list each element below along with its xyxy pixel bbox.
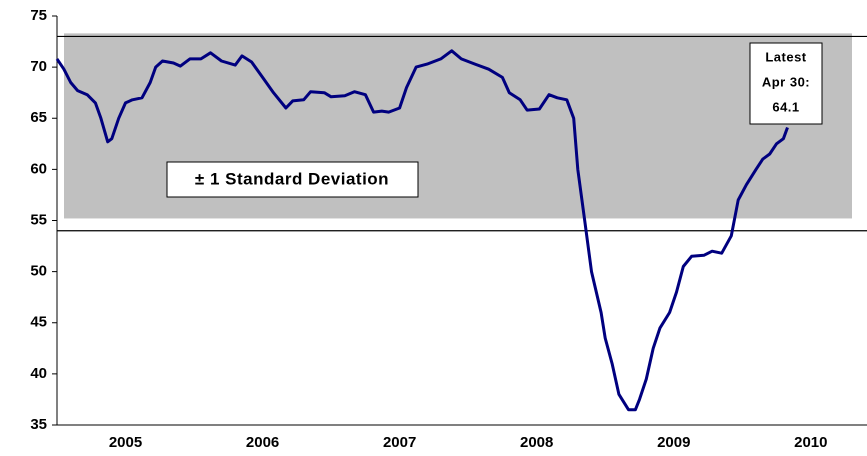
y-tick-label: 40 xyxy=(30,365,47,382)
series-line xyxy=(55,49,789,412)
x-tick-label: 2010 xyxy=(794,434,827,451)
x-tick-label: 2009 xyxy=(657,434,690,451)
y-tick-label: 75 xyxy=(30,7,47,24)
latest-label: Latest xyxy=(765,49,806,64)
y-tick-label: 65 xyxy=(30,109,47,126)
y-tick-label: 70 xyxy=(30,58,47,75)
latest-label: Apr 30: xyxy=(762,74,810,89)
latest-label: 64.1 xyxy=(772,99,799,114)
latest-box xyxy=(749,42,823,125)
y-tick-label: 55 xyxy=(30,211,47,228)
x-tick-label: 2006 xyxy=(246,434,279,451)
y-tick-label: 50 xyxy=(30,263,47,280)
x-tick-label: 2007 xyxy=(383,434,416,451)
y-tick-label: 45 xyxy=(30,314,47,331)
std-label: ± 1 Standard Deviation xyxy=(195,169,389,188)
x-tick-label: 2005 xyxy=(109,434,142,451)
y-tick-label: 60 xyxy=(30,160,47,177)
y-tick-label: 35 xyxy=(30,416,47,433)
std-label-box xyxy=(166,161,419,198)
x-tick-label: 2008 xyxy=(520,434,553,451)
